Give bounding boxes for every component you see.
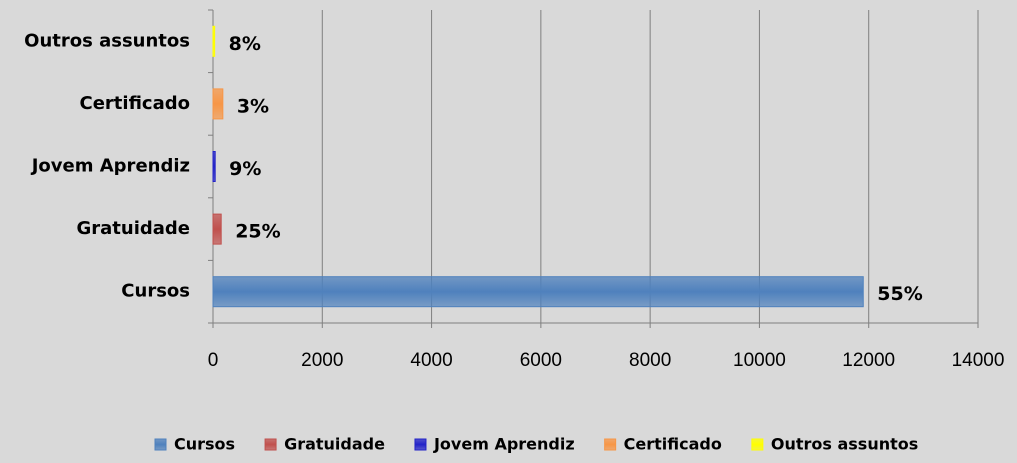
x-tick-label: 10000 (733, 350, 786, 371)
bar (212, 25, 216, 57)
x-tick-label: 14000 (952, 350, 1005, 371)
data-label: 55% (877, 283, 922, 305)
bar (212, 88, 224, 120)
data-label: 9% (229, 158, 261, 180)
legend-swatch (604, 438, 617, 451)
legend-label: Jovem Aprendiz (433, 435, 575, 454)
category-label: Jovem Aprendiz (30, 156, 190, 177)
legend-swatch (414, 438, 427, 451)
x-tick-label: 6000 (520, 350, 562, 371)
category-label: Certificado (80, 93, 190, 114)
category-label: Outros assuntos (24, 30, 190, 51)
x-tick-label: 0 (208, 350, 219, 371)
x-tick-label: 12000 (842, 350, 895, 371)
legend-swatch (751, 438, 764, 451)
x-tick-label: 8000 (629, 350, 671, 371)
legend-label: Cursos (174, 435, 235, 454)
x-tick-label: 4000 (410, 350, 452, 371)
legend-swatch (264, 438, 277, 451)
legend-swatch (154, 438, 167, 451)
data-label: 8% (229, 33, 261, 55)
legend-label: Outros assuntos (771, 435, 918, 454)
x-tick-label: 2000 (301, 350, 343, 371)
legend-label: Certificado (624, 435, 722, 454)
data-label: 25% (235, 221, 280, 243)
legend-label: Gratuidade (284, 435, 385, 454)
data-label: 3% (237, 95, 269, 117)
bar (212, 151, 216, 182)
category-label: Gratuidade (76, 218, 190, 239)
bar (212, 276, 864, 308)
category-label: Cursos (121, 281, 190, 302)
bar (212, 213, 222, 245)
